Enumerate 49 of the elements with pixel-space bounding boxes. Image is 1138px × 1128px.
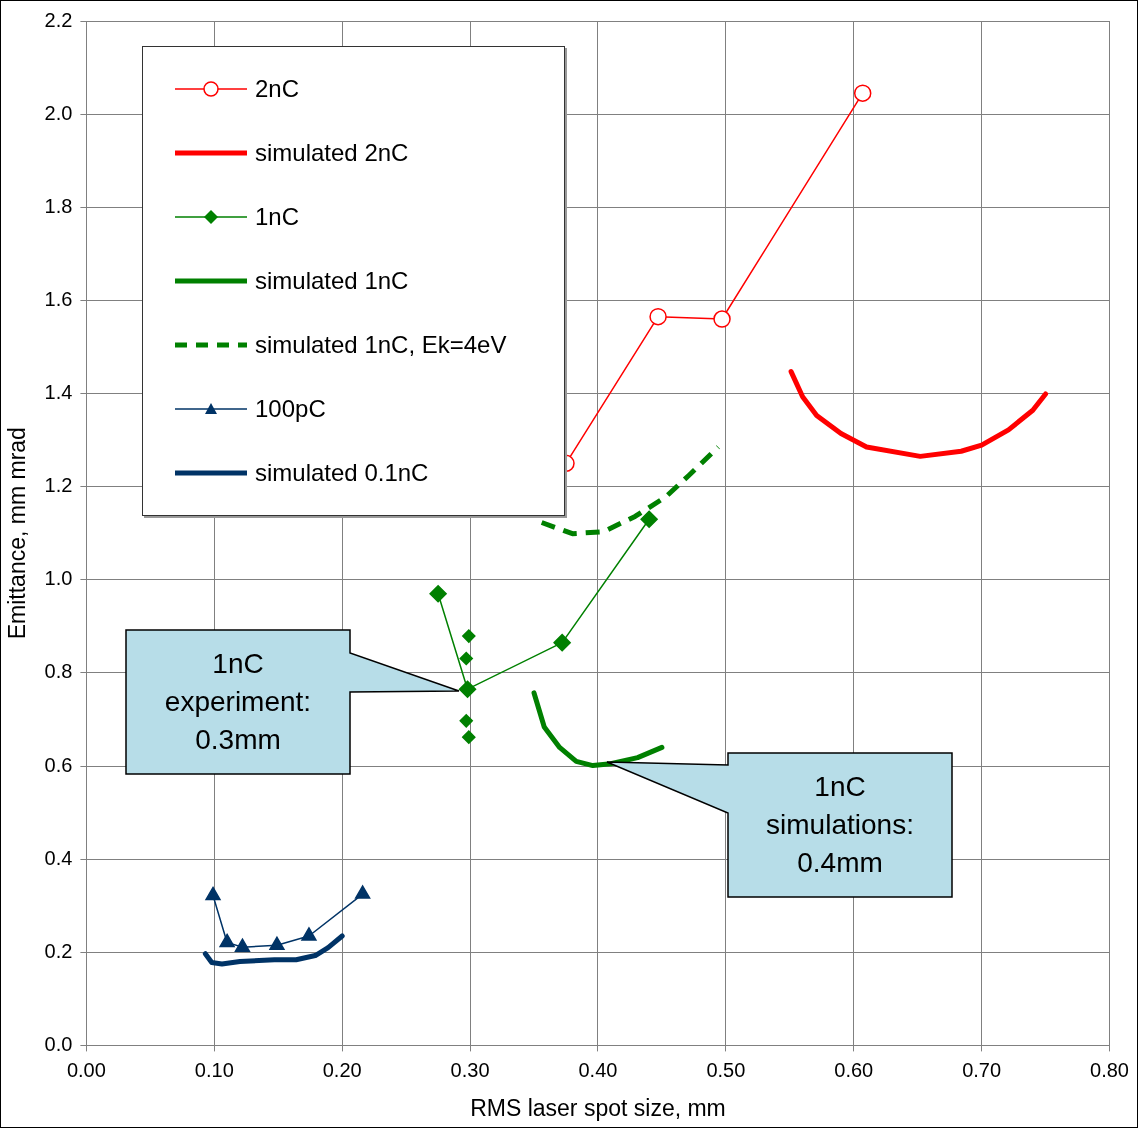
y-tick-label: 1.6	[44, 287, 73, 310]
legend-label: 2nC	[255, 75, 300, 103]
annotation: 1nC experiment: 0.3mm	[163, 647, 313, 757]
point	[459, 714, 473, 728]
point	[462, 730, 476, 744]
point	[640, 510, 658, 528]
legend-label: 100pC	[255, 395, 326, 423]
x-tick-label: 0.50	[706, 1058, 746, 1081]
legend-label: simulated 0.1nC	[255, 459, 429, 487]
y-tick-label: 2.2	[44, 8, 73, 31]
legend-label: simulated 2nC	[255, 139, 409, 167]
y-tick-label: 0.4	[44, 846, 73, 869]
legend-label: 1nC	[255, 203, 300, 231]
point	[459, 651, 473, 666]
x-tick-label: 0.10	[194, 1058, 234, 1081]
y-tick-label: 0.2	[44, 939, 73, 962]
point	[429, 584, 447, 603]
x-tick-label: 0.40	[578, 1058, 618, 1081]
point	[205, 886, 221, 901]
x-tick-label: 0.20	[322, 1058, 362, 1081]
y-tick-label: 0.8	[44, 660, 73, 683]
annotation: 1nC simulations: 0.4mm	[765, 770, 915, 880]
x-tick-label: 0.30	[450, 1058, 490, 1081]
point	[713, 310, 731, 328]
point	[853, 84, 872, 102]
legend-label: simulated 1nC, Ek=4eV	[255, 331, 507, 359]
x-tick-label: 0.00	[66, 1058, 106, 1081]
point	[219, 933, 235, 948]
point	[269, 936, 285, 951]
y-tick-label: 1.4	[44, 381, 73, 404]
x-tick-label: 0.70	[962, 1058, 1002, 1081]
point	[354, 885, 371, 899]
point	[462, 629, 476, 643]
x-tick-label: 0.80	[1090, 1058, 1130, 1081]
point	[234, 938, 251, 952]
x-tick-label: 0.60	[834, 1058, 874, 1081]
y-tick-label: 2.0	[44, 101, 73, 124]
y-tick-label: 1.8	[44, 194, 73, 217]
legend-label: simulated 1nC	[255, 267, 409, 295]
y-tick-label: 1.0	[44, 567, 73, 590]
point	[553, 633, 571, 652]
x-axis-title: RMS laser spot size, mm	[470, 1094, 726, 1121]
point	[458, 680, 477, 698]
y-tick-label: 0.0	[44, 1032, 73, 1055]
y-tick-label: 1.2	[44, 474, 73, 497]
y-axis-title: Emittance, mm mrad	[4, 427, 31, 640]
y-tick-label: 0.6	[44, 753, 73, 776]
point	[649, 307, 667, 326]
point	[301, 927, 317, 941]
